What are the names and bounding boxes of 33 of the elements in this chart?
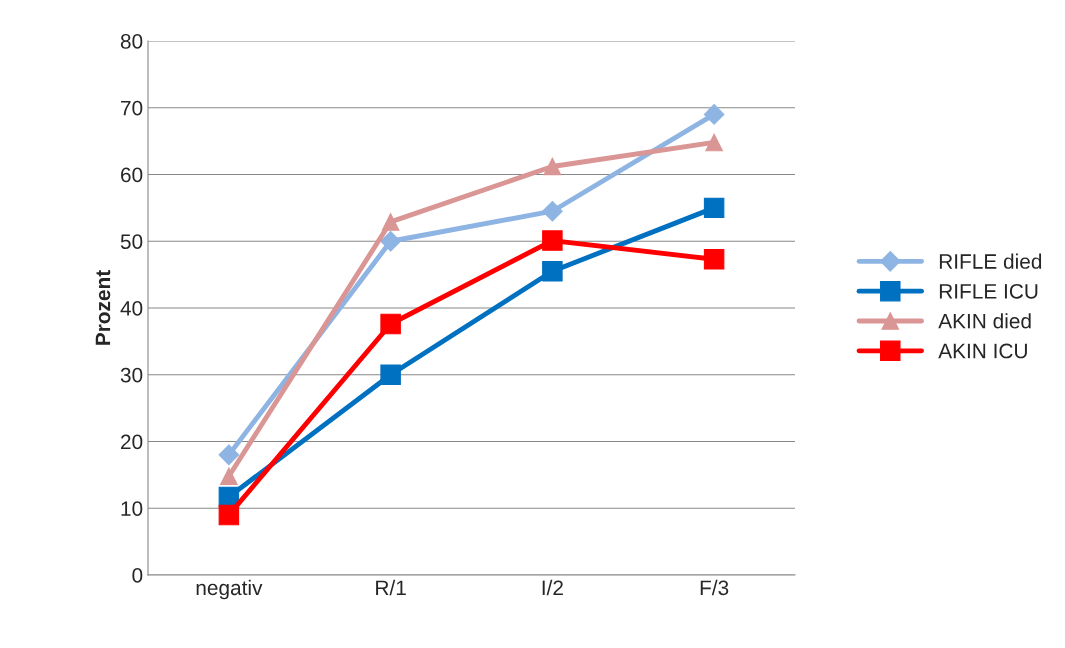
y-tick-label: 50: [120, 234, 143, 249]
point: [380, 313, 401, 335]
y-axis-title: Prozent: [95, 270, 111, 345]
point: [705, 133, 723, 152]
point: [703, 249, 725, 270]
y-tick-label: 0: [132, 568, 143, 583]
point: [543, 157, 562, 176]
y-tick-label: 40: [120, 301, 143, 316]
point: [380, 230, 401, 252]
point: [220, 467, 238, 486]
y-tick-label: 30: [120, 367, 143, 383]
point: [703, 197, 725, 219]
y-tick-label: 80: [120, 34, 143, 49]
legend-label: AKIN died: [938, 313, 1031, 329]
y-tick-label: 10: [121, 501, 143, 516]
point: [218, 444, 240, 466]
x-tick-label: F/3: [700, 579, 729, 596]
point: [703, 104, 725, 125]
legend-label: AKIN ICU: [938, 343, 1027, 359]
legend-label: RIFLE died: [939, 253, 1042, 269]
x-tick-label: I/2: [542, 579, 563, 596]
x-tick-label: R/1: [376, 579, 406, 596]
point: [218, 504, 240, 526]
point: [380, 364, 401, 385]
y-tick-label: 60: [121, 167, 143, 183]
y-tick-label: 70: [121, 100, 143, 116]
point: [542, 200, 563, 222]
x-tick-label: negativ: [196, 579, 263, 600]
point: [542, 230, 563, 251]
y-tick-label: 20: [121, 434, 143, 450]
point: [542, 261, 563, 282]
legend-label: RIFLE ICU: [939, 283, 1038, 299]
point: [381, 213, 400, 231]
